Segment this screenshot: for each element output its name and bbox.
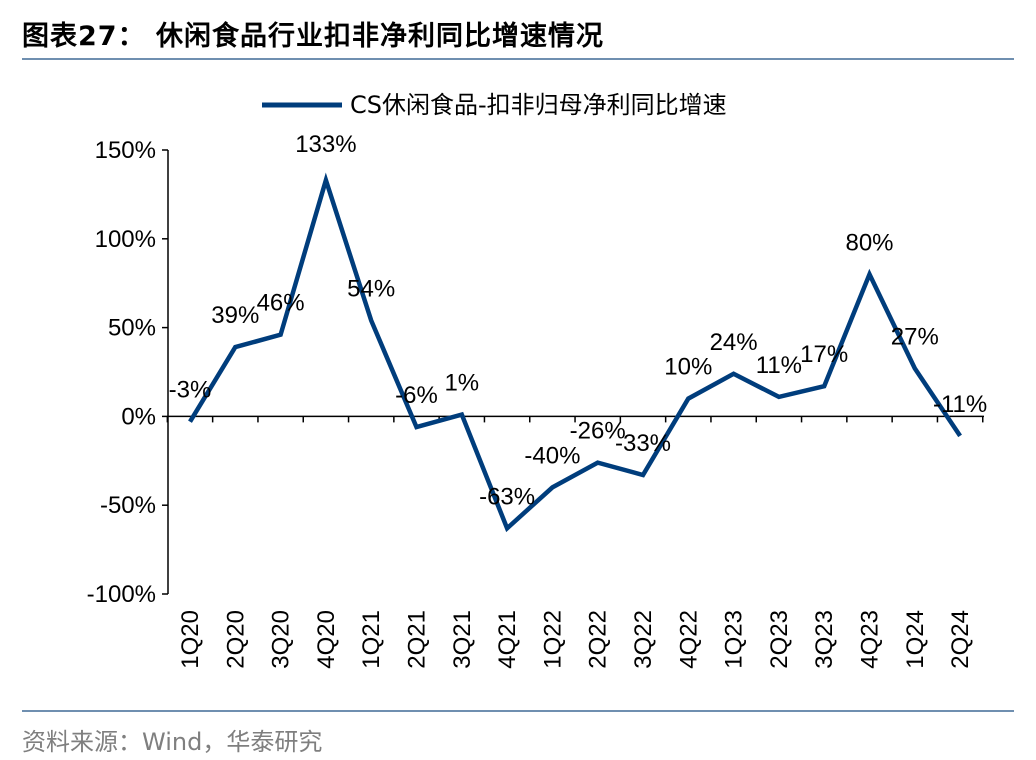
x-tick-label: 1Q23 <box>721 610 748 669</box>
data-labels: -3% 39%46% 133% 54% -6% 1% -63% -40%-26%-33% 10%… <box>169 131 988 510</box>
chart-title: 图表27： 休闲食品行业扣非净利同比增速情况 <box>22 21 604 52</box>
data-label: -33% <box>615 430 671 457</box>
data-label: -63% <box>479 483 535 510</box>
data-label: -26% <box>570 418 626 445</box>
data-label: -40% <box>524 442 580 469</box>
x-tick-label: 2Q22 <box>585 610 612 669</box>
x-tick-label: 2Q23 <box>766 610 793 669</box>
x-axis-ticks: 1Q20 2Q20 3Q20 4Q20 1Q21 2Q21 3Q21 4Q21 1Q22 2Q22… <box>166 416 984 669</box>
x-tick-label: 1Q22 <box>539 610 566 669</box>
data-label: 39% <box>211 302 259 329</box>
source-note: 资料来源：Wind，华泰研究 <box>22 728 323 756</box>
legend-label: CS休闲食品-扣非归母净利同比增速 <box>350 91 727 119</box>
x-tick-label: 2Q21 <box>404 610 431 669</box>
series-layer <box>188 172 962 533</box>
y-tick-label: -100% <box>87 581 156 608</box>
data-label: 80% <box>845 229 893 256</box>
y-tick-label: 0% <box>121 403 156 430</box>
data-label: -11% <box>933 391 987 418</box>
data-label: 11% <box>756 352 802 379</box>
legend: CS休闲食品-扣非归母净利同比增速 <box>262 91 727 119</box>
x-tick-label: 1Q24 <box>902 610 929 669</box>
y-axis-ticks: 150% 100% 50% 0% -50% -100% <box>87 137 168 608</box>
x-tick-label: 4Q21 <box>494 610 521 669</box>
x-tick-label: 4Q23 <box>857 610 884 669</box>
x-tick-label: 3Q20 <box>268 610 295 669</box>
top-divider <box>22 58 1014 60</box>
x-tick-label: 2Q20 <box>222 610 249 669</box>
x-tick-label: 3Q22 <box>630 610 657 669</box>
y-tick-label: 150% <box>95 137 156 164</box>
x-tick-label: 2Q24 <box>947 610 974 669</box>
data-label: 10% <box>664 354 712 381</box>
x-tick-label: 3Q23 <box>811 610 838 669</box>
series-line <box>188 172 962 533</box>
bottom-divider <box>22 710 1014 712</box>
x-tick-label: 4Q22 <box>675 610 702 669</box>
data-label: 46% <box>257 290 305 317</box>
data-label: 1% <box>444 370 479 397</box>
data-label: 24% <box>710 329 758 356</box>
axes <box>167 150 984 594</box>
data-label: 27% <box>891 323 939 350</box>
data-label: 17% <box>800 341 848 368</box>
y-tick-label: -50% <box>100 492 156 519</box>
y-tick-label: 50% <box>108 315 156 342</box>
y-tick-label: 100% <box>95 226 156 253</box>
data-label: 54% <box>347 275 395 302</box>
data-label: -6% <box>395 382 438 409</box>
x-tick-label: 4Q20 <box>313 610 340 669</box>
data-label: 133% <box>295 131 356 158</box>
x-tick-label: 1Q20 <box>177 610 204 669</box>
x-tick-label: 3Q21 <box>449 610 476 669</box>
data-label: -3% <box>169 377 212 404</box>
x-tick-label: 1Q21 <box>358 610 385 669</box>
